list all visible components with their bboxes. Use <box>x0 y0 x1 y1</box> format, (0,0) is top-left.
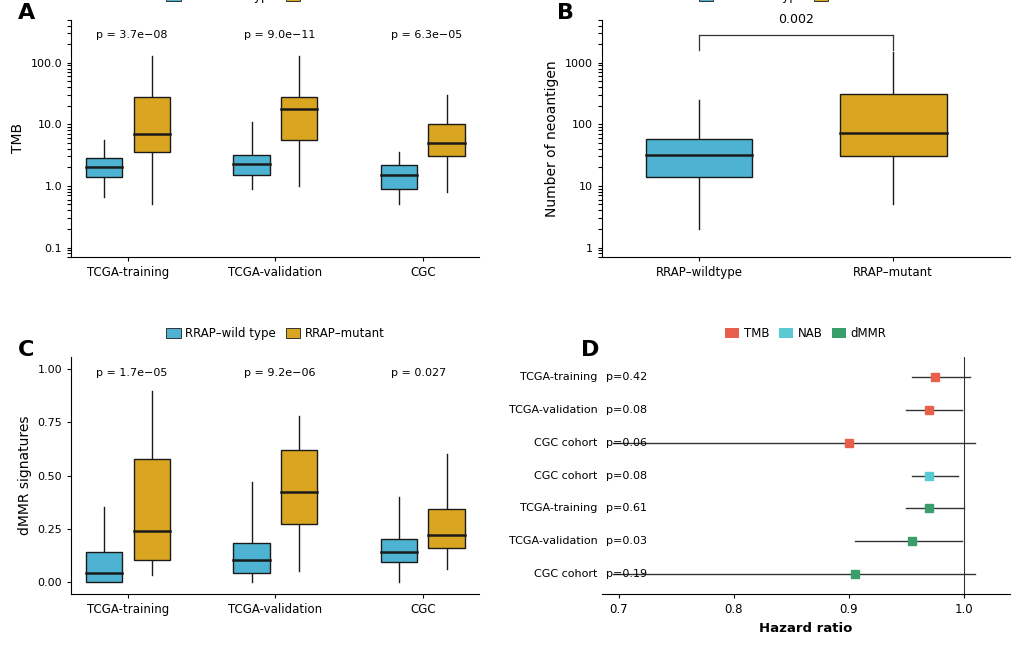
Y-axis label: TMB: TMB <box>11 123 25 153</box>
Legend: RRAP–wild type, RRAP–mutant: RRAP–wild type, RRAP–mutant <box>162 0 388 8</box>
Text: B: B <box>556 3 574 23</box>
Bar <box>133 458 170 560</box>
Text: TCGA-validation: TCGA-validation <box>508 405 597 415</box>
Bar <box>839 94 946 157</box>
Text: p = 3.7e−08: p = 3.7e−08 <box>96 31 168 40</box>
Text: p=0.61: p=0.61 <box>605 503 646 513</box>
Text: TCGA-training: TCGA-training <box>520 503 597 513</box>
Text: p = 9.0e−11: p = 9.0e−11 <box>244 31 315 40</box>
Text: p = 1.7e−05: p = 1.7e−05 <box>96 368 167 378</box>
Bar <box>233 155 269 175</box>
Bar <box>428 124 465 157</box>
Text: TCGA-training: TCGA-training <box>520 372 597 381</box>
Text: CGC cohort: CGC cohort <box>534 569 597 579</box>
Text: 0.002: 0.002 <box>777 13 813 26</box>
Text: p=0.06: p=0.06 <box>605 438 646 447</box>
Text: TCGA-validation: TCGA-validation <box>508 537 597 547</box>
Text: p = 0.027: p = 0.027 <box>390 368 446 378</box>
Bar <box>281 450 317 524</box>
Legend: TMB, NAB, dMMR: TMB, NAB, dMMR <box>719 323 891 345</box>
Bar <box>233 543 269 573</box>
Text: CGC cohort: CGC cohort <box>534 471 597 481</box>
Text: p = 6.3e−05: p = 6.3e−05 <box>390 31 462 40</box>
X-axis label: Hazard ratio: Hazard ratio <box>758 622 852 635</box>
Bar <box>380 539 417 562</box>
Bar <box>133 97 170 152</box>
Bar <box>428 509 465 548</box>
Text: p=0.42: p=0.42 <box>605 372 646 381</box>
Legend: RRAP–wild type, RRAP–mutant: RRAP–wild type, RRAP–mutant <box>162 323 388 345</box>
Text: p=0.19: p=0.19 <box>605 569 646 579</box>
Bar <box>86 158 122 177</box>
Text: p = 9.2e−06: p = 9.2e−06 <box>244 368 315 378</box>
Legend: RRAP–wildtype, RRAP–mutant: RRAP–wildtype, RRAP–mutant <box>693 0 917 8</box>
Text: A: A <box>18 3 36 23</box>
Text: C: C <box>18 340 35 360</box>
Bar <box>86 552 122 582</box>
Text: CGC cohort: CGC cohort <box>534 438 597 447</box>
Text: p=0.08: p=0.08 <box>605 471 646 481</box>
Y-axis label: dMMR signatures: dMMR signatures <box>18 416 32 535</box>
Bar <box>380 165 417 189</box>
Bar <box>645 139 752 177</box>
Bar <box>281 97 317 140</box>
Text: p=0.08: p=0.08 <box>605 405 646 415</box>
Y-axis label: Number of neoantigen: Number of neoantigen <box>545 60 558 217</box>
Text: D: D <box>581 340 599 360</box>
Text: p=0.03: p=0.03 <box>605 537 646 547</box>
